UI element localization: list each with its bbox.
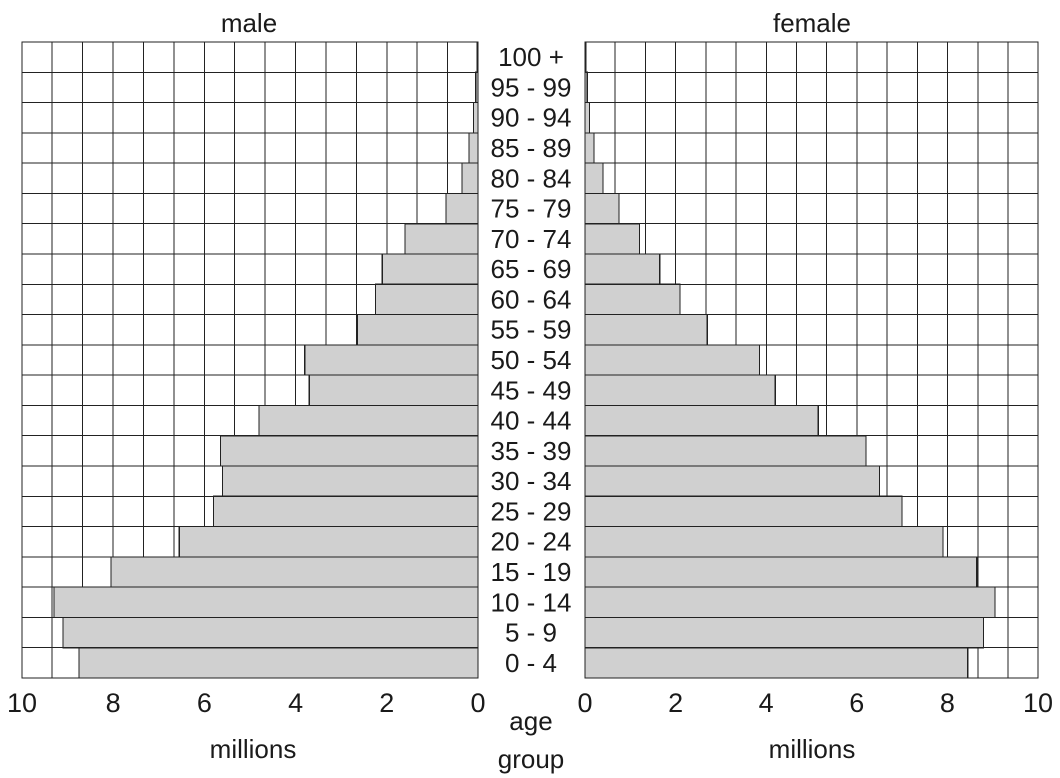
age-label-70-74: 70 - 74 xyxy=(491,224,572,254)
female-x-tick-label: 10 xyxy=(1023,688,1053,718)
male-bar-65-69 xyxy=(381,253,479,285)
male-bar-30-34 xyxy=(222,465,479,497)
male-x-tick-label: 0 xyxy=(470,688,485,718)
male-bar-35-39 xyxy=(219,435,479,467)
female-bar-35-39 xyxy=(584,435,867,467)
male-x-axis-label: millions xyxy=(210,734,297,764)
age-label-25-29: 25 - 29 xyxy=(491,496,572,526)
age-label-100+: 100 + xyxy=(498,42,564,72)
frames-layer xyxy=(21,41,1039,679)
female-x-tick-label: 2 xyxy=(668,688,683,718)
female-panel-title: female xyxy=(773,8,851,38)
age-label-55-59: 55 - 59 xyxy=(491,315,572,345)
female-bar-60-64 xyxy=(584,283,681,316)
male-bar-10-14 xyxy=(53,586,479,619)
female-bar-80-84 xyxy=(584,162,604,195)
female-bar-5-9 xyxy=(584,616,985,649)
male-panel-title: male xyxy=(221,8,277,38)
age-label-15-19: 15 - 19 xyxy=(491,557,572,587)
age-label-40-44: 40 - 44 xyxy=(491,406,572,436)
age-label-50-54: 50 - 54 xyxy=(491,345,572,375)
female-x-axis-label: millions xyxy=(769,734,856,764)
male-bar-25-29 xyxy=(212,495,479,528)
male-panel-frame xyxy=(21,41,479,679)
bars-layer xyxy=(53,41,996,679)
age-label-75-79: 75 - 79 xyxy=(491,194,572,224)
female-x-tick-label: 8 xyxy=(940,688,955,718)
age-label-85-89: 85 - 89 xyxy=(491,133,572,163)
age-axis-label-line-2: group xyxy=(498,744,565,774)
male-bar-50-54 xyxy=(304,344,479,376)
female-bar-30-34 xyxy=(584,465,881,497)
male-x-tick-label: 4 xyxy=(288,688,303,718)
male-bar-15-19 xyxy=(110,556,479,588)
male-bar-70-74 xyxy=(404,223,479,255)
female-bar-75-79 xyxy=(584,192,620,225)
female-bar-15-19 xyxy=(584,556,978,588)
male-bar-55-59 xyxy=(356,313,479,346)
male-bar-40-44 xyxy=(258,404,479,437)
male-bar-85-89 xyxy=(468,132,479,164)
x-tick-labels: 0 0 2 2 4 4 6 6 8 8 10 10 xyxy=(7,688,1053,718)
female-bar-70-74 xyxy=(584,223,640,255)
female-panel-frame xyxy=(584,41,1039,679)
age-label-60-64: 60 - 64 xyxy=(491,284,572,314)
age-axis-label-line-1: age xyxy=(509,706,552,736)
age-label-0-4: 0 - 4 xyxy=(505,648,557,678)
female-x-tick-label: 6 xyxy=(849,688,864,718)
male-x-tick-label: 2 xyxy=(379,688,394,718)
male-bar-45-49 xyxy=(308,374,479,407)
age-label-95-99: 95 - 99 xyxy=(491,72,572,102)
age-label-20-24: 20 - 24 xyxy=(491,527,572,557)
male-bar-0-4 xyxy=(78,647,479,679)
age-label-10-14: 10 - 14 xyxy=(491,587,572,617)
age-label-90-94: 90 - 94 xyxy=(491,103,572,133)
age-label-5-9: 5 - 9 xyxy=(505,618,557,648)
age-label-45-49: 45 - 49 xyxy=(491,375,572,405)
male-bar-80-84 xyxy=(461,162,479,195)
female-bar-10-14 xyxy=(584,586,996,619)
age-label-80-84: 80 - 84 xyxy=(491,163,572,193)
male-x-tick-label: 6 xyxy=(197,688,212,718)
female-bar-45-49 xyxy=(584,374,776,407)
male-bar-60-64 xyxy=(374,283,479,316)
male-bar-5-9 xyxy=(62,616,479,649)
female-x-tick-label: 4 xyxy=(759,688,774,718)
female-bar-25-29 xyxy=(584,495,903,528)
female-bar-0-4 xyxy=(584,647,969,679)
male-bar-75-79 xyxy=(445,192,479,225)
male-x-tick-label: 8 xyxy=(106,688,121,718)
female-bar-65-69 xyxy=(584,253,661,285)
male-bar-20-24 xyxy=(178,525,479,558)
female-bar-40-44 xyxy=(584,404,819,437)
female-bar-55-59 xyxy=(584,313,708,346)
age-label-30-34: 30 - 34 xyxy=(491,466,572,496)
female-bar-20-24 xyxy=(584,525,944,558)
female-x-tick-label: 0 xyxy=(577,688,592,718)
female-bar-85-89 xyxy=(584,132,595,164)
age-label-65-69: 65 - 69 xyxy=(491,254,572,284)
male-x-tick-label: 10 xyxy=(7,688,37,718)
age-label-35-39: 35 - 39 xyxy=(491,436,572,466)
female-bar-50-54 xyxy=(584,344,761,376)
